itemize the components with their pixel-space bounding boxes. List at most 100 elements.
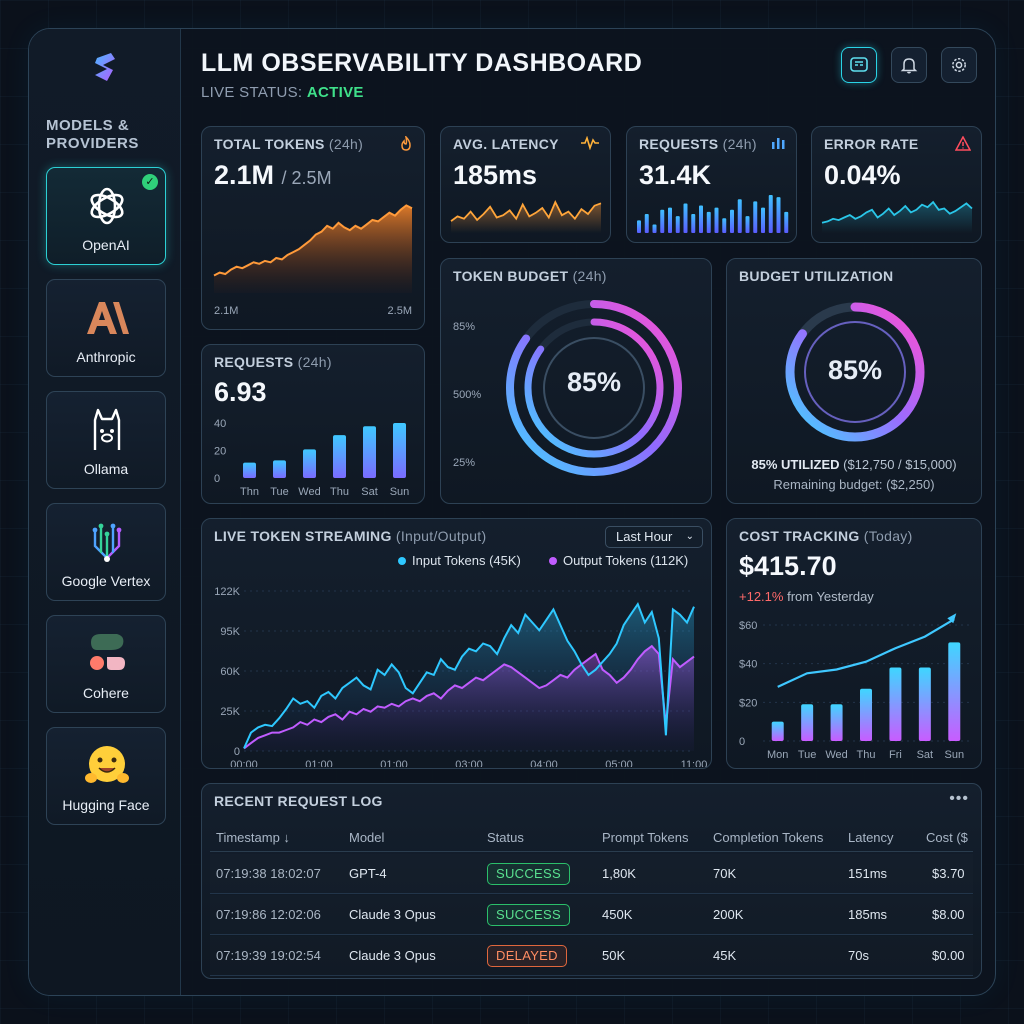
tokens-area (214, 205, 412, 293)
cost-tracking-card: COST TRACKING (Today) $415.70 +12.1% fro… (726, 518, 982, 769)
card-title: BUDGET UTILIZATION (739, 268, 894, 284)
y-tick-label: 20 (214, 446, 226, 458)
status-value: ACTIVE (306, 84, 364, 101)
sidebar-item-cohere[interactable]: Cohere (46, 615, 166, 713)
trend-arrow-icon (947, 613, 957, 624)
request-bar (776, 197, 781, 233)
status-badge: SUCCESS (487, 904, 570, 926)
live-status: LIVE STATUS: ACTIVE (201, 84, 364, 101)
error-rate-card: ERROR RATE 0.04% (811, 126, 982, 243)
x-tick-label: Sat (361, 486, 378, 498)
cell-completion-tokens: 45K (713, 948, 737, 963)
requests-bar (303, 449, 316, 478)
column-latency[interactable]: Latency (848, 830, 894, 845)
request-bar (753, 201, 758, 233)
dashboard-frame: MODELS & PROVIDERS ✓ OpenAI Anthropic (28, 28, 996, 996)
utilization-arc (785, 302, 925, 442)
providers-sidebar: MODELS & PROVIDERS ✓ OpenAI Anthropic (29, 29, 181, 995)
x-tick-label: 05:00 (605, 759, 633, 767)
x-tick-label: Thn (240, 486, 259, 498)
x-tick-label: Wed (298, 486, 320, 498)
sidebar-item-google-vertex[interactable]: Google Vertex (46, 503, 166, 601)
column-prompt-tokens[interactable]: Prompt Tokens (602, 830, 689, 845)
x-tick-label: Tue (270, 486, 289, 498)
x-tick-label: Sun (390, 486, 410, 498)
card-title: TOKEN BUDGET (24h) (453, 268, 607, 284)
dashboard-button[interactable] (841, 47, 877, 83)
time-range-dropdown[interactable]: Last Hour ⌄ (605, 526, 703, 548)
x-tick-label: Sat (917, 749, 934, 761)
column-status[interactable]: Status (487, 830, 524, 845)
table-row[interactable]: 07:19:86 12:02:06 Claude 3 Opus SUCCESS … (210, 895, 973, 935)
request-bar (699, 205, 703, 233)
x-tick-label: 11:00 (681, 759, 708, 767)
check-icon: ✓ (142, 174, 158, 190)
settings-button[interactable] (941, 47, 977, 83)
request-bar (745, 216, 750, 233)
budget-utilization-value: 85% (827, 355, 883, 385)
sidebar-title: MODELS & PROVIDERS (46, 117, 139, 152)
x-tick-label: Tue (798, 749, 817, 761)
requests-24h-card: REQUESTS (24h) 31.4K (626, 126, 797, 243)
cost-bar-chart: $60 $40 $20 0 Mon Tue Wed Thu Fri Sat Sun (739, 613, 969, 761)
gear-icon (952, 58, 966, 72)
request-bar (768, 195, 773, 233)
column-timestamp[interactable]: Timestamp ↓ (216, 830, 290, 845)
sidebar-item-label: Google Vertex (61, 573, 151, 589)
requests-value: 31.4K (639, 160, 712, 190)
bell-icon (900, 58, 918, 74)
status-badge: SUCCESS (487, 863, 570, 885)
token-budget-value: 85% (566, 367, 622, 397)
request-bar (675, 216, 680, 233)
cost-delta: +12.1% from Yesterday (739, 589, 874, 604)
table-row[interactable]: 07:19:38 18:02:07 GPT-4 SUCCESS 1,80K 70… (210, 854, 973, 894)
column-model[interactable]: Model (349, 830, 385, 845)
latency-sparkline (450, 199, 602, 233)
sidebar-item-anthropic[interactable]: Anthropic (46, 279, 166, 377)
y-tick-label: 0 (739, 736, 745, 748)
ring-label: 85% (453, 321, 476, 333)
latency-area (451, 202, 601, 233)
cohere-icon (90, 634, 125, 670)
x-tick-label: 04:00 (530, 759, 558, 767)
request-bar (714, 207, 719, 233)
request-bar (637, 220, 641, 233)
x-tick-label: 01:00 (305, 759, 333, 767)
sidebar-item-ollama[interactable]: Ollama (46, 391, 166, 489)
cost-bar (918, 667, 931, 741)
x-tick-label: Fri (889, 749, 902, 761)
dashboard-icon (850, 57, 868, 72)
latency-value: 185ms (453, 160, 538, 190)
cost-bar (948, 642, 961, 741)
cell-status: SUCCESS (487, 895, 570, 935)
flame-icon (401, 136, 411, 151)
card-title: LIVE TOKEN STREAMING (Input/Output) (214, 528, 487, 544)
x-tick-label: Thu (330, 486, 349, 498)
table-row[interactable]: 07:19:39 19:02:54 Claude 3 Opus DELAYED … (210, 936, 973, 976)
cell-prompt-tokens: 450K (602, 907, 633, 922)
request-bar (784, 211, 789, 233)
request-bar (730, 209, 734, 233)
more-options-icon[interactable]: ••• (949, 790, 969, 807)
y-tick-label: 0 (234, 746, 240, 758)
requests-weekly-card: REQUESTS (24h) 6.93 40 20 0 Thn Tue Wed Thu Sat… (201, 344, 425, 504)
warning-icon (955, 136, 971, 151)
cell-latency: 151ms (848, 866, 888, 881)
x-tick-label: 01:00 (380, 759, 408, 767)
column-completion-tokens[interactable]: Completion Tokens (713, 830, 824, 845)
cell-latency: 185ms (848, 907, 888, 922)
output-tokens-area (244, 646, 694, 751)
sidebar-item-openai[interactable]: ✓ OpenAI (46, 167, 166, 265)
cell-model: Claude 3 Opus (349, 948, 436, 963)
cost-trend-line (777, 618, 955, 688)
notifications-button[interactable] (891, 47, 927, 83)
cost-bar (830, 704, 843, 741)
requests-sparkbars (637, 195, 789, 233)
error-area (822, 202, 972, 233)
sidebar-item-hugging-face[interactable]: Hugging Face (46, 727, 166, 825)
output-tokens-line (243, 644, 695, 750)
token-budget-card: TOKEN BUDGET (24h) 85% 500% 25% 85% (440, 258, 712, 504)
cell-timestamp: 07:19:38 18:02:07 (216, 866, 321, 881)
card-title: ERROR RATE (824, 136, 919, 152)
column-cost[interactable]: Cost ($ (926, 830, 968, 845)
